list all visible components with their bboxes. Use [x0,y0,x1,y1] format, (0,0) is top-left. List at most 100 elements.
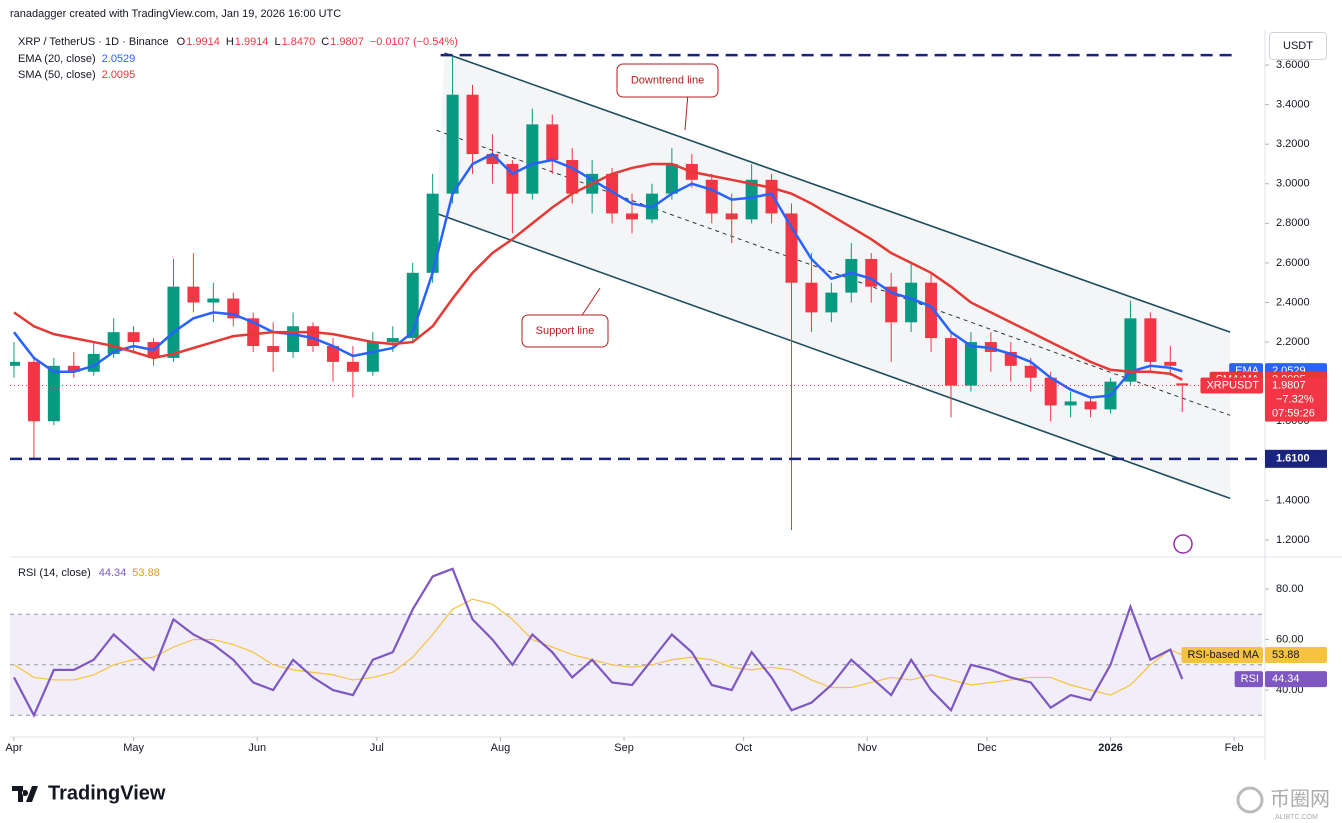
rsi-tag-bg [1265,671,1327,688]
candle-body [905,282,918,323]
candle-body [526,124,539,194]
candle-body [187,286,200,303]
candle-body [346,361,359,372]
rsi-legend-ma-value: 53.88 [132,567,160,579]
candle-body [546,124,559,161]
y-tick-label: 2.4000 [1276,296,1310,308]
currency-button[interactable]: USDT [1269,32,1327,60]
callout-pointer [684,96,689,131]
legend-series-value: 2.0095 [102,69,136,81]
legend-key: O [177,36,186,48]
rsi-tag-name: RSI [1241,673,1259,685]
y-tick-label: 2.2000 [1276,336,1310,348]
candle-body [1044,377,1057,406]
candle-body [1176,383,1189,386]
candle-body [67,365,80,372]
watermark-name: 币圈网 [1270,787,1330,810]
legend-series: EMA (20, close) [18,53,96,65]
x-tick-label: May [123,742,144,754]
candle-body [626,213,639,220]
x-tick-label: Dec [977,742,997,754]
legend-value: 1.9914 [186,36,220,48]
callout-text: Support line [536,325,595,337]
rsi-tick-label: 60.00 [1276,633,1304,645]
candle-body [486,154,499,164]
x-tick-label: Nov [857,742,877,754]
candle-body [267,346,280,352]
candle-body [426,193,439,273]
candle-body [964,342,977,386]
legend-value: 1.9807 [330,36,364,48]
callout-pointer [581,287,601,316]
rsi-ma-tag-name: RSI-based MA [1187,649,1259,661]
rsi-ma-tag-bg [1265,647,1327,663]
callout-box [521,314,609,348]
level-tag-label: 1.6100 [1276,453,1310,465]
candle-body [1144,318,1157,362]
callout-box [616,63,719,98]
callout-text: Downtrend line [631,74,704,86]
watermark-icon [1236,786,1264,814]
candle-body [27,361,40,422]
candle-body [606,173,619,214]
candle-body [466,94,479,155]
y-tick-label: 1.4000 [1276,494,1310,506]
tv-logo [12,786,38,802]
candle-body [765,179,778,214]
candle-body [845,258,858,293]
candle-body [247,318,260,347]
ma-line [12,152,1183,399]
candle-body [944,338,957,386]
rsi-legend-title: RSI (14, close) [18,567,91,579]
price-tag-name: XRPUSDT [1206,379,1259,391]
watermark-site: ALIBTC.COM [1275,814,1318,821]
candle-body [1024,365,1037,378]
y-tick-label: 3.0000 [1276,178,1310,190]
rsi-ma-line [13,598,1183,696]
y-tick-label: 3.2000 [1276,138,1310,150]
x-tick-label: Jun [248,742,266,754]
y-tick-label: 1.2000 [1276,534,1310,546]
alert-icon [1173,534,1193,554]
x-tick-label: Feb [1225,742,1244,754]
candle-body [1064,401,1077,406]
trend-line [444,52,1231,333]
price-pane [10,52,1231,531]
legend-series: SMA (50, close) [18,69,96,81]
x-tick-label: Aug [491,742,511,754]
candle-body [1164,361,1177,366]
y-tick-label: 2.6000 [1276,257,1310,269]
price-tag-bg [1265,377,1327,422]
price-tag-name-bg [1200,377,1263,394]
candle-body [885,286,898,323]
candle-body [366,342,379,372]
legend-key: L [274,36,280,48]
legend-series-value: 2.0529 [102,53,136,65]
candle-body [725,213,738,220]
x-tick-label: Jul [370,742,384,754]
legend-symbol: XRP / TetherUS · 1D · Binance [18,36,169,48]
rsi-tick-label: 80.00 [1276,583,1304,595]
x-tick-label: 2026 [1098,742,1122,754]
x-tick-label: Sep [614,742,634,754]
candle-body [805,282,818,313]
channel-fill [436,53,1231,499]
candle-body [207,298,220,303]
ma-line [13,162,1183,381]
rsi-ma-tag-value: 53.88 [1272,649,1300,661]
candle-body [107,332,120,354]
rsi-legend-value: 44.34 [99,567,127,579]
candle-body [825,292,838,313]
candle-body [1084,401,1097,410]
candle-body [386,338,399,343]
price-tag-countdown: 07:59:26 [1272,407,1315,419]
candle-body [10,361,20,366]
rsi-line [13,567,1184,718]
candle-body [446,94,459,194]
candle-body [167,286,180,358]
legend-key: C [321,36,329,48]
trend-line [436,212,1231,500]
candle-body [925,282,938,339]
